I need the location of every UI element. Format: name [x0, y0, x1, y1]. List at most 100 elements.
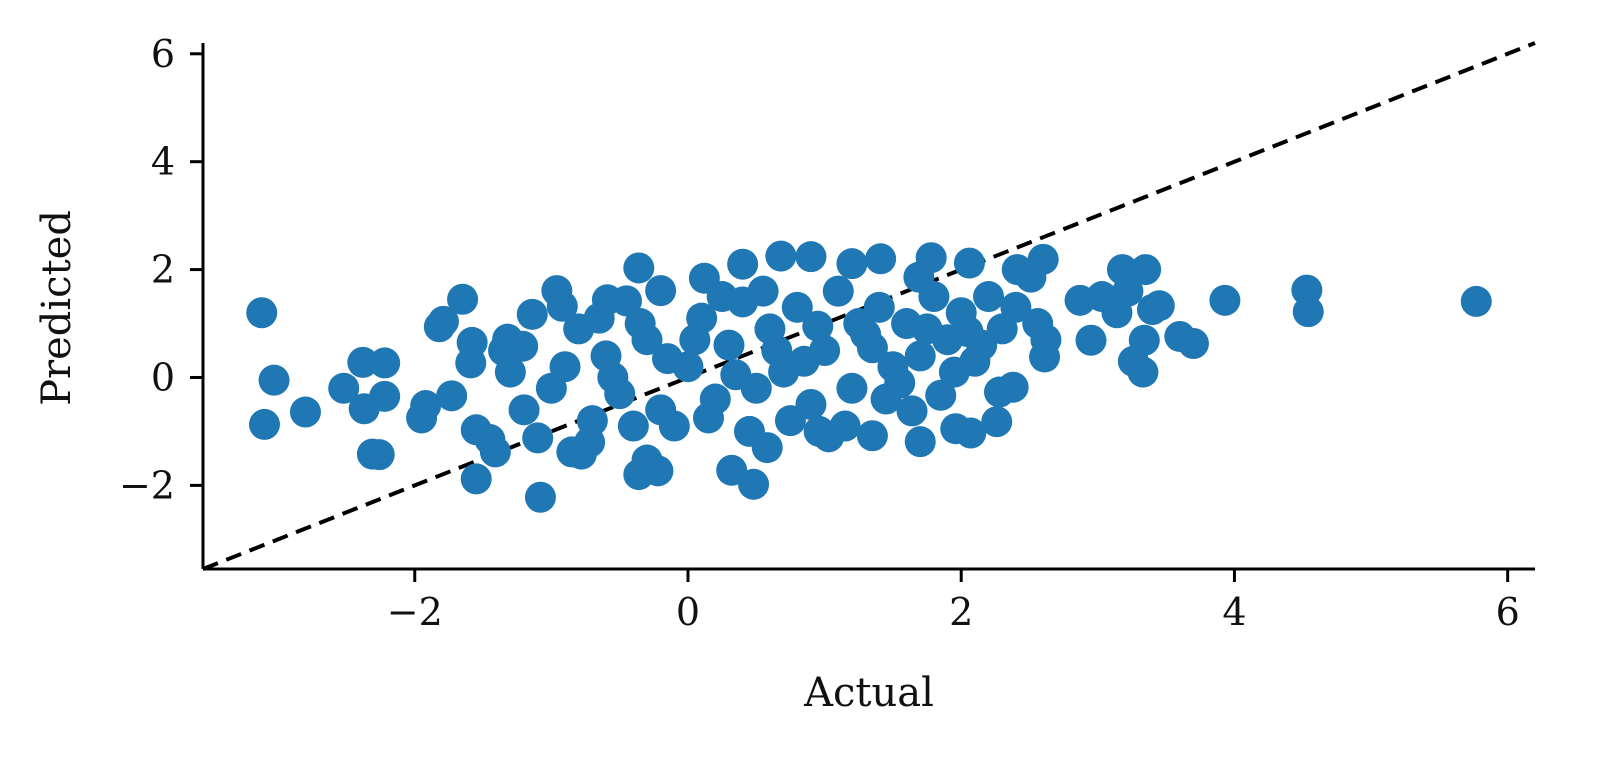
data-point: [289, 396, 321, 428]
data-point: [347, 346, 379, 378]
data-point: [856, 420, 888, 452]
data-point: [1029, 341, 1061, 373]
y-tick-label: 2: [151, 248, 175, 292]
data-point: [1000, 291, 1032, 323]
data-point: [1460, 285, 1492, 317]
data-point: [738, 468, 770, 500]
x-tick-label: 2: [949, 590, 973, 634]
data-point: [896, 395, 928, 427]
data-point: [1209, 284, 1241, 316]
data-point: [884, 367, 916, 399]
data-point: [522, 422, 554, 454]
data-point: [645, 275, 677, 307]
data-point: [455, 347, 487, 379]
data-points: [246, 240, 1492, 513]
y-tick-label: 0: [151, 355, 175, 399]
x-tick-label: 0: [676, 590, 700, 634]
data-point: [997, 371, 1029, 403]
data-point: [720, 359, 752, 391]
data-point: [447, 283, 479, 315]
data-point: [836, 248, 868, 280]
data-point: [713, 329, 745, 361]
data-point: [583, 302, 615, 334]
data-point: [611, 285, 643, 317]
data-point: [1143, 290, 1175, 322]
data-point: [1027, 243, 1059, 275]
reference-line: [202, 41, 1536, 571]
data-point: [733, 415, 765, 447]
data-point: [642, 455, 674, 487]
y-tick-label: −2: [119, 463, 175, 507]
data-point: [953, 247, 985, 279]
data-point: [524, 481, 556, 513]
data-point: [865, 243, 897, 275]
data-point: [624, 308, 656, 340]
data-point: [1075, 324, 1107, 356]
data-point: [1128, 324, 1160, 356]
data-point: [248, 408, 280, 440]
data-point: [516, 298, 548, 330]
x-tick-label: −2: [387, 590, 443, 634]
data-point: [836, 372, 868, 404]
data-point: [576, 405, 608, 437]
x-ticks: −2 0 2 4 6: [387, 569, 1520, 634]
data-point: [1130, 254, 1162, 286]
data-point: [1127, 356, 1159, 388]
data-point: [706, 281, 738, 313]
data-point: [795, 241, 827, 273]
data-point: [246, 297, 278, 329]
x-tick-label: 4: [1222, 590, 1246, 634]
data-point: [658, 410, 690, 442]
data-point: [369, 380, 401, 412]
data-point: [369, 347, 401, 379]
data-point: [774, 405, 806, 437]
data-point: [829, 410, 861, 442]
data-point: [507, 330, 539, 362]
y-ticks: −2 0 2 4 6: [119, 32, 203, 507]
data-point: [1112, 275, 1144, 307]
data-point: [765, 240, 797, 272]
data-point: [822, 275, 854, 307]
data-point: [328, 372, 360, 404]
data-point: [460, 463, 492, 495]
data-point: [904, 340, 936, 372]
y-tick-label: 4: [151, 140, 175, 184]
data-point: [911, 313, 943, 345]
data-point: [938, 356, 970, 388]
data-point: [843, 308, 875, 340]
data-point: [918, 281, 950, 313]
x-tick-label: 6: [1496, 590, 1520, 634]
data-point: [727, 248, 759, 280]
data-point: [904, 426, 936, 458]
data-point: [925, 379, 957, 411]
data-point: [508, 394, 540, 426]
data-point: [973, 281, 1005, 313]
data-point: [952, 316, 984, 348]
data-point: [1177, 327, 1209, 359]
data-point: [549, 351, 581, 383]
data-point: [955, 417, 987, 449]
data-point: [856, 332, 888, 364]
data-point: [427, 305, 459, 337]
data-point: [436, 380, 468, 412]
data-point: [494, 356, 526, 388]
data-point: [747, 275, 779, 307]
y-tick-label: 6: [151, 32, 175, 76]
data-point: [258, 364, 290, 396]
data-point: [802, 310, 834, 342]
data-point: [761, 335, 793, 367]
data-point: [363, 439, 395, 471]
data-point: [788, 345, 820, 377]
data-point: [781, 291, 813, 323]
data-point: [1292, 296, 1324, 328]
data-point: [692, 402, 724, 434]
y-axis-label: Predicted: [34, 210, 80, 406]
data-point: [479, 436, 511, 468]
data-point: [623, 252, 655, 284]
data-point: [617, 410, 649, 442]
data-point: [546, 290, 578, 322]
data-point: [981, 406, 1013, 438]
x-axis-label: Actual: [803, 670, 934, 716]
data-point: [410, 390, 442, 422]
